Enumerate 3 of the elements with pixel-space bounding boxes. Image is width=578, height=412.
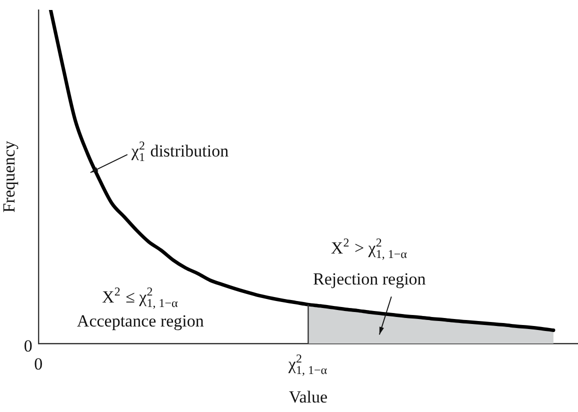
y-axis-title: Frequency: [0, 140, 19, 213]
text: 0: [24, 336, 32, 356]
x-axis-title: Value: [288, 387, 328, 406]
